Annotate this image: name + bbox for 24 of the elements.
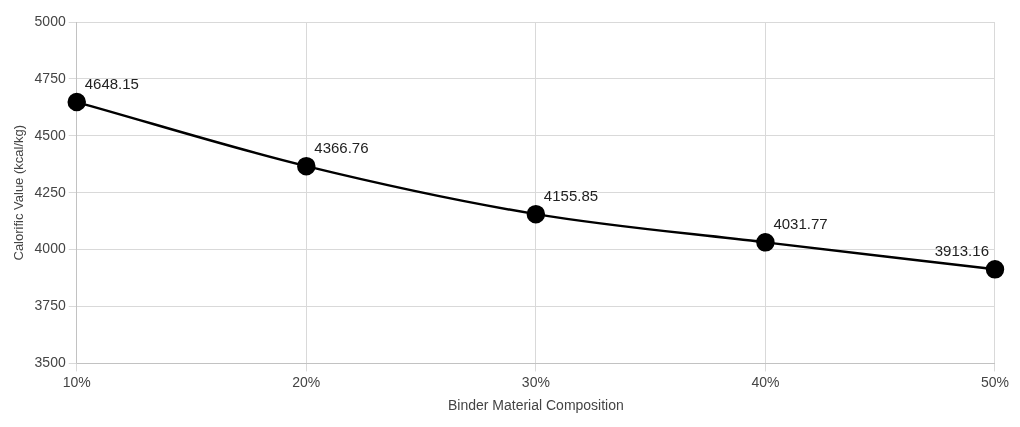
- x-tick-label: 20%: [292, 373, 321, 390]
- y-axis-title: Calorific Value (kcal/kg): [11, 124, 27, 261]
- data-label: 3913.16: [934, 242, 989, 260]
- data-label: 4031.77: [773, 215, 828, 233]
- x-tick-label: 10%: [62, 373, 91, 390]
- data-label: 4366.76: [314, 138, 369, 156]
- y-tick-label: 5000: [34, 12, 66, 29]
- point: [297, 156, 316, 176]
- data-label: 4648.15: [84, 74, 139, 92]
- y-tick-label: 4000: [34, 240, 66, 257]
- x-tick-label: 40%: [751, 373, 780, 390]
- x-axis-title: Binder Material Composition: [447, 397, 624, 414]
- point: [756, 233, 775, 252]
- point: [985, 260, 1005, 279]
- data-label: 4155.85: [543, 186, 599, 204]
- y-tick-label: 4750: [34, 69, 66, 86]
- point: [67, 92, 86, 112]
- x-tick-label: 30%: [521, 373, 550, 390]
- y-tick-label: 3750: [34, 297, 66, 314]
- y-tick-label: 3500: [34, 354, 66, 371]
- x-tick-label: 50%: [980, 373, 1010, 390]
- point: [526, 204, 546, 224]
- y-tick-label: 4500: [34, 126, 66, 143]
- y-tick-label: 4250: [34, 183, 66, 200]
